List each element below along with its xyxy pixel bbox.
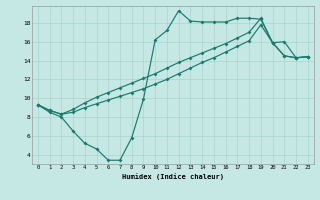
X-axis label: Humidex (Indice chaleur): Humidex (Indice chaleur) [122,173,224,180]
